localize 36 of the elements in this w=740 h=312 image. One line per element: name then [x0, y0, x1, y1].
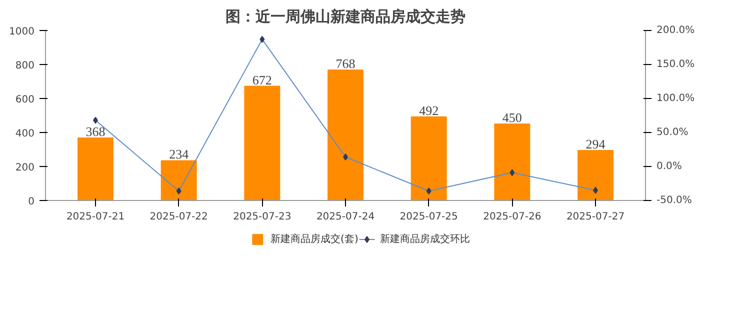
y-tick-label: 1000 — [9, 26, 35, 38]
x-tick-label: 2025-07-26 — [483, 212, 542, 222]
y2-tick-label: 0.0% — [656, 161, 682, 172]
legend-label: 新建商品房成交(套) — [270, 233, 358, 245]
y-tick-label: 0 — [28, 196, 35, 208]
x-tick-label: 2025-07-23 — [233, 212, 292, 222]
bar — [78, 137, 114, 200]
data-label: 294 — [586, 136, 606, 152]
legend-label: 新建商品房成交环比 — [380, 233, 470, 245]
x-tick-label: 2025-07-22 — [150, 212, 208, 222]
data-label: 234 — [169, 146, 190, 162]
x-tick-label: 2025-07-25 — [400, 212, 458, 222]
y2-tick-label: 50.0% — [656, 127, 688, 138]
bar — [410, 116, 447, 200]
y-tick-label: 200 — [15, 162, 35, 174]
data-label: 492 — [419, 102, 439, 118]
data-label: 368 — [86, 124, 106, 139]
y2-tick-label: 150.0% — [656, 59, 695, 70]
y2-tick-label: 100.0% — [656, 93, 695, 104]
data-label: 450 — [502, 110, 522, 125]
x-tick-label: 2025-07-21 — [66, 212, 125, 222]
bar — [244, 86, 280, 200]
y2-tick-label: -50.0% — [656, 195, 692, 206]
x-tick-label: 2025-07-24 — [316, 212, 375, 222]
bar — [494, 124, 530, 200]
data-label: 768 — [336, 56, 356, 71]
data-label: 672 — [252, 72, 272, 88]
bar — [578, 150, 614, 200]
chart-title: 图：近一周佛山新建商品房成交走势 — [226, 8, 466, 26]
y-tick-label: 400 — [15, 128, 35, 140]
y2-tick-label: 200.0% — [656, 25, 695, 36]
x-tick-label: 2025-07-27 — [566, 212, 625, 222]
bar — [328, 69, 364, 200]
y-tick-label: 800 — [15, 60, 35, 72]
y-tick-label: 600 — [15, 94, 35, 106]
bar — [160, 160, 197, 200]
